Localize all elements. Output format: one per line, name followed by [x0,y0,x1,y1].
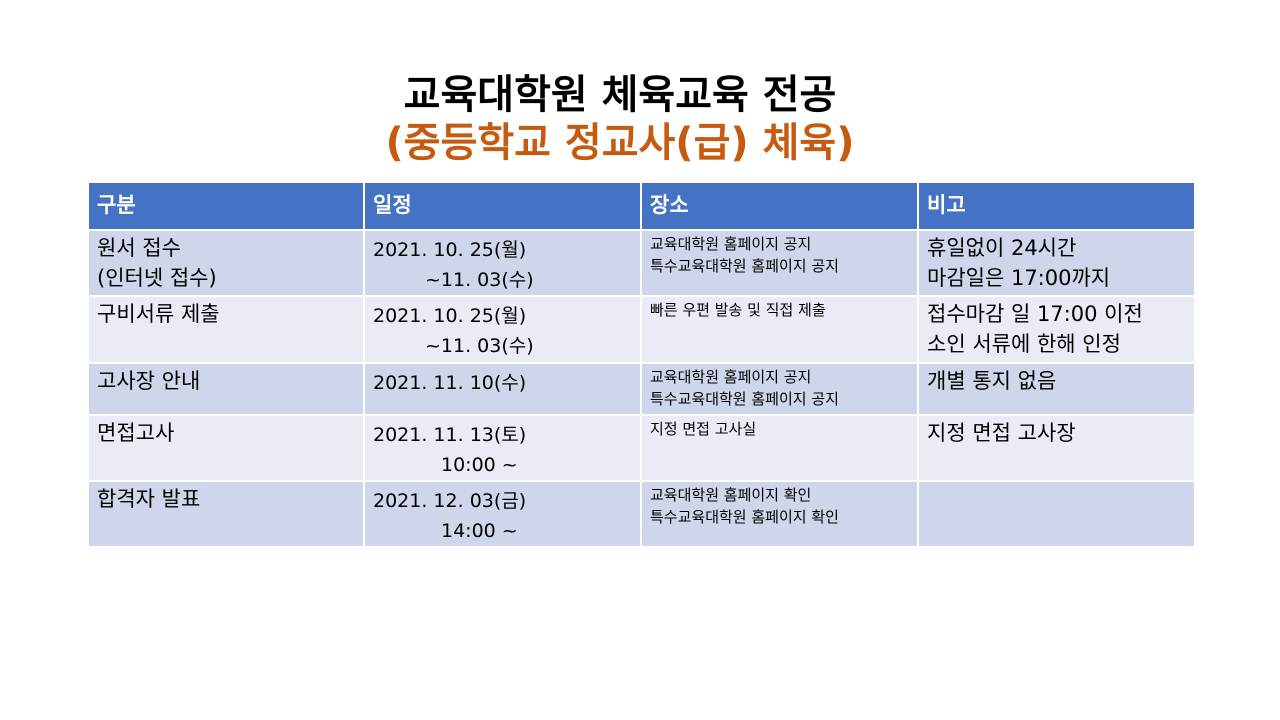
cell-schedule-line: 2021. 12. 03(금) [373,490,527,512]
cell-place-line: 교육대학원 홈페이지 공지 [650,235,812,253]
cell-place-line: 특수교육대학원 홈페이지 확인 [650,508,839,526]
cell-schedule: 2021. 11. 10(수) [363,362,642,416]
cell-schedule-line: 10:00 ~ [441,454,518,476]
table-row: 합격자 발표 2021. 12. 03(금) 14:00 ~ 교육대학원 홈페이지 확… [87,480,1196,548]
cell-place-line: 교육대학원 홈페이지 확인 [650,486,812,504]
cell-schedule: 2021. 11. 13(토) 10:00 ~ [363,414,642,482]
slide-title: 교육대학원 체육교육 전공 [403,72,837,118]
schedule-table: 구분 일정 장소 비고 원서 접수 (인터넷 접수) 2021. 10. 25(월)… [87,181,1196,548]
cell-note: 개별 통지 없음 [917,362,1196,416]
cell-place: 지정 면접 고사실 [640,414,919,482]
cell-category-line: 합격자 발표 [97,487,201,511]
cell-category-line: (인터넷 접수) [97,266,217,290]
cell-category: 고사장 안내 [87,362,365,416]
cell-note-line: 마감일은 17:00까지 [927,266,1111,290]
cell-place-line: 빠른 우편 발송 및 직접 제출 [650,301,826,319]
header-schedule: 일정 [363,181,642,231]
cell-schedule: 2021. 10. 25(월) ~11. 03(수) [363,295,642,364]
cell-schedule-line: 2021. 11. 10(수) [373,372,527,394]
cell-category: 면접고사 [87,414,365,482]
slide-subtitle: (중등학교 정교사(급) 체육) [385,120,855,166]
cell-note-line: 휴일없이 24시간 [927,236,1077,260]
cell-schedule-line: 14:00 ~ [441,520,518,542]
header-place: 장소 [640,181,919,231]
cell-category: 구비서류 제출 [87,295,365,364]
cell-schedule-line: 2021. 10. 25(월) [373,239,527,261]
cell-note-line: 개별 통지 없음 [927,369,1057,393]
cell-note: 지정 면접 고사장 [917,414,1196,482]
cell-note [917,480,1196,548]
cell-note-line: 지정 면접 고사장 [927,421,1076,445]
cell-note-line: 접수마감 일 17:00 이전 [927,302,1143,326]
cell-category: 원서 접수 (인터넷 접수) [87,229,365,297]
cell-place-line: 지정 면접 고사실 [650,420,757,438]
table-header-row: 구분 일정 장소 비고 [87,181,1196,231]
cell-schedule-line: 2021. 11. 13(토) [373,424,527,446]
cell-place: 빠른 우편 발송 및 직접 제출 [640,295,919,364]
header-category: 구분 [87,181,365,231]
cell-category: 합격자 발표 [87,480,365,548]
table-row: 원서 접수 (인터넷 접수) 2021. 10. 25(월) ~11. 03(수) 교육… [87,229,1196,297]
cell-schedule-line: 2021. 10. 25(월) [373,305,527,327]
cell-category-line: 원서 접수 [97,236,181,260]
cell-schedule-line: ~11. 03(수) [425,335,534,357]
cell-category-line: 고사장 안내 [97,369,201,393]
cell-note-line: 소인 서류에 한해 인정 [927,332,1121,356]
cell-place-line: 교육대학원 홈페이지 공지 [650,368,812,386]
cell-category-line: 구비서류 제출 [97,302,220,326]
cell-schedule-line: ~11. 03(수) [425,269,534,291]
header-note: 비고 [917,181,1196,231]
cell-place-line: 특수교육대학원 홈페이지 공지 [650,390,839,408]
table-row: 면접고사 2021. 11. 13(토) 10:00 ~ 지정 면접 고사실 지정 면접… [87,414,1196,482]
table-row: 구비서류 제출 2021. 10. 25(월) ~11. 03(수) 빠른 우편 발송… [87,295,1196,364]
cell-category-line: 면접고사 [97,421,175,445]
cell-place-line: 특수교육대학원 홈페이지 공지 [650,257,839,275]
cell-schedule: 2021. 10. 25(월) ~11. 03(수) [363,229,642,297]
cell-schedule: 2021. 12. 03(금) 14:00 ~ [363,480,642,548]
